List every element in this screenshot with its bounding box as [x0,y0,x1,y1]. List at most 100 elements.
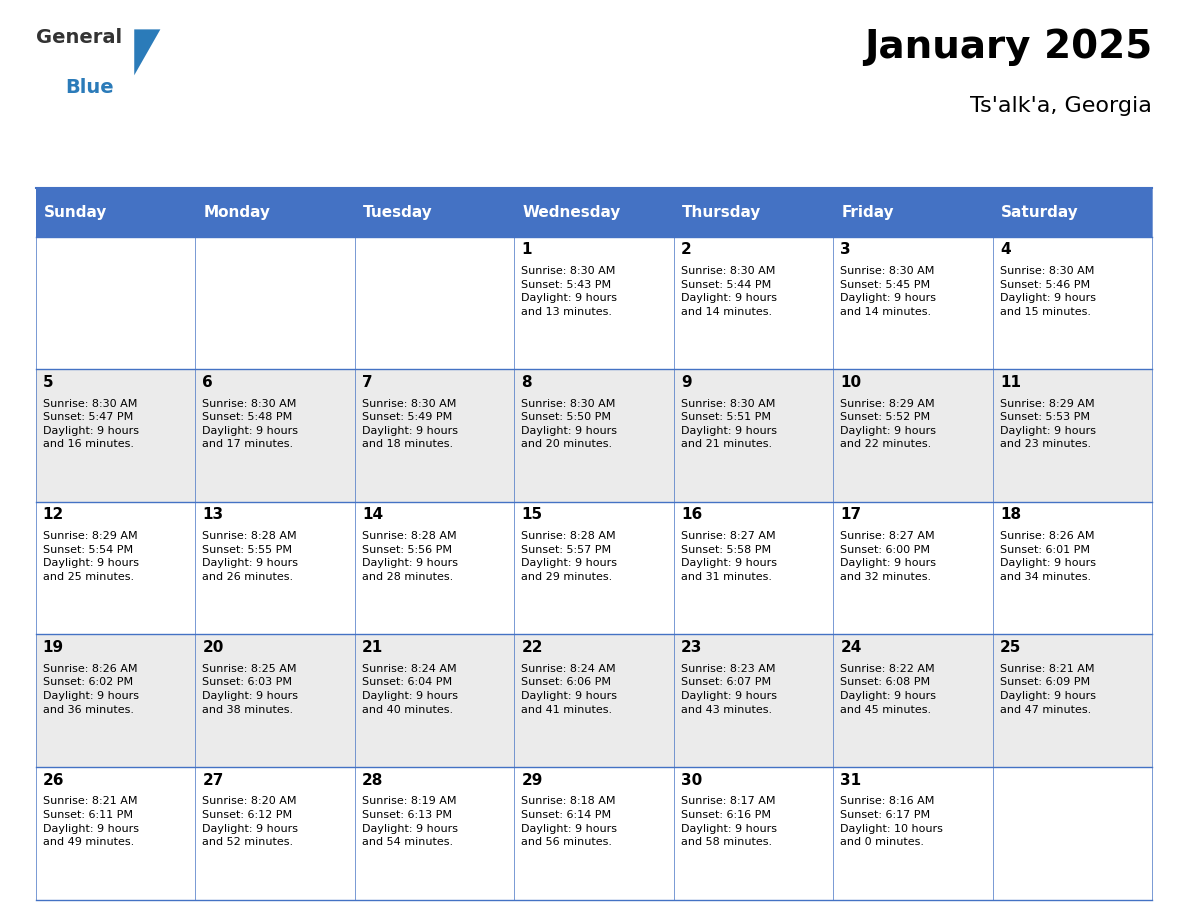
Text: 1: 1 [522,242,532,257]
Bar [993,502,1152,634]
Text: Sunrise: 8:16 AM
Sunset: 6:17 PM
Daylight: 10 hours
and 0 minutes.: Sunrise: 8:16 AM Sunset: 6:17 PM Dayligh… [840,797,943,847]
Text: Sunrise: 8:27 AM
Sunset: 5:58 PM
Daylight: 9 hours
and 31 minutes.: Sunrise: 8:27 AM Sunset: 5:58 PM Dayligh… [681,532,777,582]
Text: Sunrise: 8:27 AM
Sunset: 6:00 PM
Daylight: 9 hours
and 32 minutes.: Sunrise: 8:27 AM Sunset: 6:00 PM Dayligh… [840,532,936,582]
Text: 4: 4 [1000,242,1011,257]
Text: Sunrise: 8:24 AM
Sunset: 6:04 PM
Daylight: 9 hours
and 40 minutes.: Sunrise: 8:24 AM Sunset: 6:04 PM Dayligh… [362,664,457,714]
Bar [833,502,993,634]
Bar [36,634,195,767]
Text: 14: 14 [362,508,383,522]
Text: Sunrise: 8:21 AM
Sunset: 6:11 PM
Daylight: 9 hours
and 49 minutes.: Sunrise: 8:21 AM Sunset: 6:11 PM Dayligh… [43,797,139,847]
Text: Sunrise: 8:26 AM
Sunset: 6:01 PM
Daylight: 9 hours
and 34 minutes.: Sunrise: 8:26 AM Sunset: 6:01 PM Dayligh… [1000,532,1097,582]
Bar [36,188,1152,237]
Text: Sunrise: 8:28 AM
Sunset: 5:56 PM
Daylight: 9 hours
and 28 minutes.: Sunrise: 8:28 AM Sunset: 5:56 PM Dayligh… [362,532,457,582]
Bar [195,502,355,634]
Text: Ts'alk'a, Georgia: Ts'alk'a, Georgia [971,96,1152,117]
Bar [195,767,355,900]
Text: Sunrise: 8:28 AM
Sunset: 5:57 PM
Daylight: 9 hours
and 29 minutes.: Sunrise: 8:28 AM Sunset: 5:57 PM Dayligh… [522,532,618,582]
Text: Sunrise: 8:24 AM
Sunset: 6:06 PM
Daylight: 9 hours
and 41 minutes.: Sunrise: 8:24 AM Sunset: 6:06 PM Dayligh… [522,664,618,714]
Text: Sunrise: 8:29 AM
Sunset: 5:52 PM
Daylight: 9 hours
and 22 minutes.: Sunrise: 8:29 AM Sunset: 5:52 PM Dayligh… [840,398,936,449]
Text: Sunrise: 8:20 AM
Sunset: 6:12 PM
Daylight: 9 hours
and 52 minutes.: Sunrise: 8:20 AM Sunset: 6:12 PM Dayligh… [202,797,298,847]
Text: Sunrise: 8:18 AM
Sunset: 6:14 PM
Daylight: 9 hours
and 56 minutes.: Sunrise: 8:18 AM Sunset: 6:14 PM Dayligh… [522,797,618,847]
Text: Saturday: Saturday [1001,205,1079,220]
Text: 20: 20 [202,640,223,655]
Text: Blue: Blue [65,78,114,97]
Text: 28: 28 [362,773,384,788]
Bar [674,767,833,900]
Text: 26: 26 [43,773,64,788]
Text: 23: 23 [681,640,702,655]
Text: Sunrise: 8:30 AM
Sunset: 5:51 PM
Daylight: 9 hours
and 21 minutes.: Sunrise: 8:30 AM Sunset: 5:51 PM Dayligh… [681,398,777,449]
Text: Wednesday: Wednesday [523,205,621,220]
Bar [674,237,833,369]
Text: Sunrise: 8:30 AM
Sunset: 5:47 PM
Daylight: 9 hours
and 16 minutes.: Sunrise: 8:30 AM Sunset: 5:47 PM Dayligh… [43,398,139,449]
Text: Sunrise: 8:29 AM
Sunset: 5:54 PM
Daylight: 9 hours
and 25 minutes.: Sunrise: 8:29 AM Sunset: 5:54 PM Dayligh… [43,532,139,582]
Text: Friday: Friday [841,205,895,220]
Text: 24: 24 [840,640,861,655]
Text: Sunrise: 8:21 AM
Sunset: 6:09 PM
Daylight: 9 hours
and 47 minutes.: Sunrise: 8:21 AM Sunset: 6:09 PM Dayligh… [1000,664,1097,714]
Text: 18: 18 [1000,508,1020,522]
Text: 17: 17 [840,508,861,522]
Bar [36,502,195,634]
Bar [514,634,674,767]
Text: 11: 11 [1000,375,1020,389]
Text: 30: 30 [681,773,702,788]
Text: Sunrise: 8:29 AM
Sunset: 5:53 PM
Daylight: 9 hours
and 23 minutes.: Sunrise: 8:29 AM Sunset: 5:53 PM Dayligh… [1000,398,1097,449]
Text: 16: 16 [681,508,702,522]
Bar [833,237,993,369]
Text: 13: 13 [202,508,223,522]
Text: 27: 27 [202,773,223,788]
Bar [993,369,1152,502]
Text: Monday: Monday [203,205,271,220]
Text: 31: 31 [840,773,861,788]
Text: Sunrise: 8:22 AM
Sunset: 6:08 PM
Daylight: 9 hours
and 45 minutes.: Sunrise: 8:22 AM Sunset: 6:08 PM Dayligh… [840,664,936,714]
Bar [514,502,674,634]
Bar [514,767,674,900]
Text: Sunrise: 8:30 AM
Sunset: 5:45 PM
Daylight: 9 hours
and 14 minutes.: Sunrise: 8:30 AM Sunset: 5:45 PM Dayligh… [840,266,936,317]
Bar [195,237,355,369]
Bar [514,369,674,502]
Text: 6: 6 [202,375,213,389]
Text: Sunrise: 8:25 AM
Sunset: 6:03 PM
Daylight: 9 hours
and 38 minutes.: Sunrise: 8:25 AM Sunset: 6:03 PM Dayligh… [202,664,298,714]
Bar [833,369,993,502]
Text: Sunrise: 8:30 AM
Sunset: 5:50 PM
Daylight: 9 hours
and 20 minutes.: Sunrise: 8:30 AM Sunset: 5:50 PM Dayligh… [522,398,618,449]
Text: 19: 19 [43,640,64,655]
Text: Thursday: Thursday [682,205,762,220]
Text: Tuesday: Tuesday [364,205,432,220]
Text: 9: 9 [681,375,691,389]
Text: Sunrise: 8:30 AM
Sunset: 5:43 PM
Daylight: 9 hours
and 13 minutes.: Sunrise: 8:30 AM Sunset: 5:43 PM Dayligh… [522,266,618,317]
Text: 7: 7 [362,375,373,389]
Bar [195,634,355,767]
Text: 15: 15 [522,508,543,522]
Text: 29: 29 [522,773,543,788]
Bar [36,767,195,900]
Text: 25: 25 [1000,640,1022,655]
Text: Sunrise: 8:28 AM
Sunset: 5:55 PM
Daylight: 9 hours
and 26 minutes.: Sunrise: 8:28 AM Sunset: 5:55 PM Dayligh… [202,532,298,582]
Bar [355,237,514,369]
Text: 22: 22 [522,640,543,655]
Text: 8: 8 [522,375,532,389]
Text: Sunrise: 8:17 AM
Sunset: 6:16 PM
Daylight: 9 hours
and 58 minutes.: Sunrise: 8:17 AM Sunset: 6:16 PM Dayligh… [681,797,777,847]
Text: Sunrise: 8:30 AM
Sunset: 5:46 PM
Daylight: 9 hours
and 15 minutes.: Sunrise: 8:30 AM Sunset: 5:46 PM Dayligh… [1000,266,1097,317]
Bar [993,634,1152,767]
Bar [674,502,833,634]
Bar [993,767,1152,900]
Bar [355,369,514,502]
Text: Sunrise: 8:30 AM
Sunset: 5:48 PM
Daylight: 9 hours
and 17 minutes.: Sunrise: 8:30 AM Sunset: 5:48 PM Dayligh… [202,398,298,449]
Text: Sunrise: 8:30 AM
Sunset: 5:44 PM
Daylight: 9 hours
and 14 minutes.: Sunrise: 8:30 AM Sunset: 5:44 PM Dayligh… [681,266,777,317]
Bar [355,634,514,767]
Bar [355,767,514,900]
Text: Sunrise: 8:30 AM
Sunset: 5:49 PM
Daylight: 9 hours
and 18 minutes.: Sunrise: 8:30 AM Sunset: 5:49 PM Dayligh… [362,398,457,449]
Text: 10: 10 [840,375,861,389]
Bar [993,237,1152,369]
Bar [355,502,514,634]
Bar [36,369,195,502]
Text: Sunrise: 8:26 AM
Sunset: 6:02 PM
Daylight: 9 hours
and 36 minutes.: Sunrise: 8:26 AM Sunset: 6:02 PM Dayligh… [43,664,139,714]
Text: 5: 5 [43,375,53,389]
Bar [674,634,833,767]
Text: Sunrise: 8:19 AM
Sunset: 6:13 PM
Daylight: 9 hours
and 54 minutes.: Sunrise: 8:19 AM Sunset: 6:13 PM Dayligh… [362,797,457,847]
Text: 12: 12 [43,508,64,522]
Polygon shape [134,29,160,75]
Text: General: General [36,28,121,47]
Text: 21: 21 [362,640,383,655]
Text: Sunrise: 8:23 AM
Sunset: 6:07 PM
Daylight: 9 hours
and 43 minutes.: Sunrise: 8:23 AM Sunset: 6:07 PM Dayligh… [681,664,777,714]
